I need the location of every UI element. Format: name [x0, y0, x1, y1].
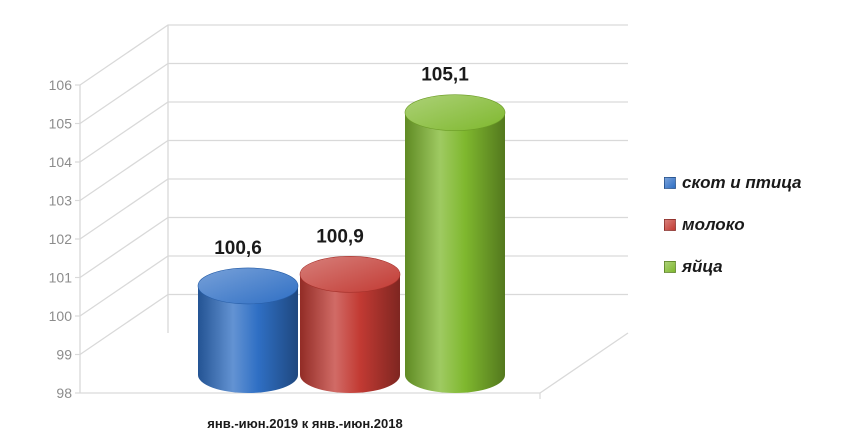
bars — [197, 94, 506, 394]
legend-label-livestock: скот и птица — [682, 173, 802, 192]
legend-item-milk: молоко — [664, 214, 839, 236]
bar-0-top — [197, 267, 299, 305]
legend-item-livestock: скот и птица — [664, 172, 839, 194]
bar-0-body — [198, 285, 298, 393]
bar-1-top — [299, 256, 401, 293]
legend: скот и птица молоко яйца — [664, 172, 839, 298]
bar-1-body — [300, 274, 400, 393]
legend-swatch-livestock — [664, 177, 676, 189]
y-tick-label: 99 — [56, 347, 72, 363]
data-labels: 100,6 100,9 105,1 — [214, 65, 469, 259]
bar-2-top — [404, 94, 506, 131]
y-tick-label: 98 — [56, 385, 72, 401]
y-tick-label: 101 — [49, 270, 73, 286]
legend-label-eggs: яйца — [682, 257, 723, 276]
y-tick-label: 105 — [49, 116, 73, 132]
legend-swatch-eggs — [664, 261, 676, 273]
data-label-2: 105,1 — [421, 65, 469, 86]
legend-label-milk: молоко — [682, 215, 745, 234]
gridline — [79, 101, 628, 163]
legend-item-eggs: яйца — [664, 256, 839, 278]
y-tick-label: 100 — [49, 308, 73, 324]
y-tick-label: 103 — [49, 193, 73, 209]
gridline — [79, 62, 628, 125]
data-label-0: 100,6 — [214, 238, 262, 259]
gridline — [79, 24, 628, 86]
x-axis-category-label: янв.-июн.2019 к янв.-июн.2018 — [207, 416, 402, 431]
y-axis-ticks: 98 99 100 101 102 103 104 105 106 — [49, 77, 73, 401]
legend-swatch-milk — [664, 219, 676, 231]
y-tick-label: 104 — [49, 154, 73, 170]
bar-2-body — [405, 112, 505, 394]
gridline — [79, 139, 628, 202]
y-tick-label: 106 — [49, 77, 73, 93]
y-tick-label: 102 — [49, 231, 73, 247]
data-label-1: 100,9 — [316, 226, 364, 247]
